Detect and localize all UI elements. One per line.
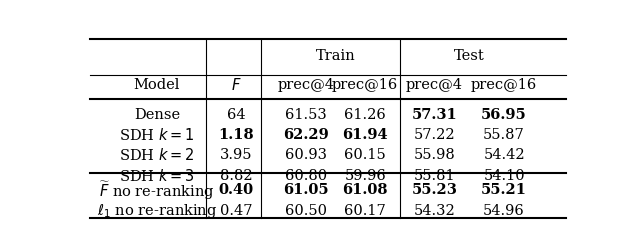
Text: $F$: $F$ [231,77,241,92]
Text: 3.95: 3.95 [220,148,253,162]
Text: 60.93: 60.93 [285,148,326,162]
Text: 64: 64 [227,108,246,122]
Text: $\ell_1$ no re-ranking: $\ell_1$ no re-ranking [97,202,217,220]
Text: 54.96: 54.96 [483,204,525,218]
Text: Model: Model [134,78,180,91]
Text: 8.82: 8.82 [220,169,253,183]
Text: Test: Test [454,49,484,64]
Text: 57.22: 57.22 [414,128,456,142]
Text: prec@4: prec@4 [406,78,463,91]
Text: prec@4: prec@4 [277,78,334,91]
Text: 61.53: 61.53 [285,108,326,122]
Text: 55.81: 55.81 [414,169,456,183]
Text: SDH $k=3$: SDH $k=3$ [119,168,195,184]
Text: 54.42: 54.42 [483,148,525,162]
Text: Train: Train [316,49,355,64]
Text: SDH $k=2$: SDH $k=2$ [119,147,195,163]
Text: 0.47: 0.47 [220,204,253,218]
Text: 60.17: 60.17 [344,204,386,218]
Text: 61.26: 61.26 [344,108,386,122]
Text: 55.87: 55.87 [483,128,525,142]
Text: 0.40: 0.40 [219,183,254,197]
Text: 1.18: 1.18 [218,128,254,142]
Text: 59.96: 59.96 [344,169,386,183]
Text: 57.31: 57.31 [412,108,458,122]
Text: 62.29: 62.29 [283,128,328,142]
Text: 55.21: 55.21 [481,183,527,197]
Text: 56.95: 56.95 [481,108,527,122]
Text: 54.32: 54.32 [414,204,456,218]
Text: prec@16: prec@16 [332,78,398,91]
Text: $\widetilde{F}$ no re-ranking: $\widetilde{F}$ no re-ranking [99,179,214,202]
Text: 61.94: 61.94 [342,128,388,142]
Text: 61.08: 61.08 [342,183,388,197]
Text: 54.10: 54.10 [483,169,525,183]
Text: 60.50: 60.50 [285,204,326,218]
Text: prec@16: prec@16 [471,78,537,91]
Text: SDH $k=1$: SDH $k=1$ [119,127,195,143]
Text: 55.98: 55.98 [414,148,456,162]
Text: 60.15: 60.15 [344,148,386,162]
Text: 60.80: 60.80 [285,169,327,183]
Text: 61.05: 61.05 [283,183,328,197]
Text: 55.23: 55.23 [412,183,458,197]
Text: Dense: Dense [134,108,180,122]
